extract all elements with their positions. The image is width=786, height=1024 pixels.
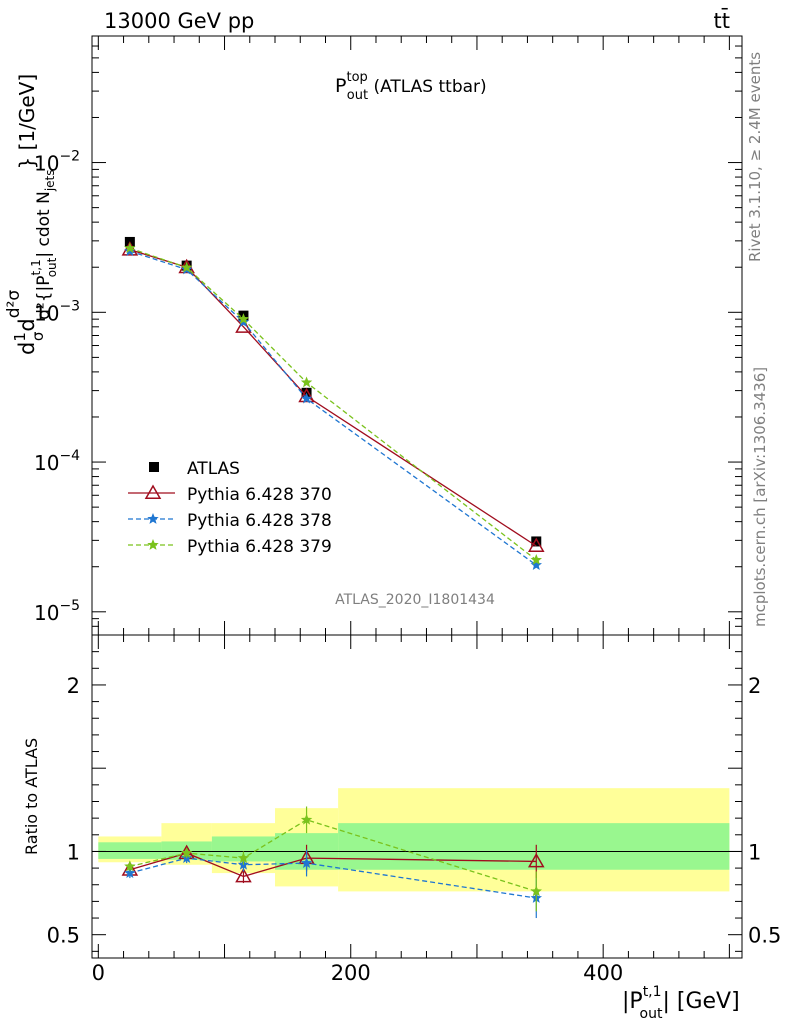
legend-marker [147,539,159,550]
ylabel-frac-bot: σ [29,331,47,341]
ratio-y-axis-label: Ratio to ATLAS [22,738,41,855]
legend-label: Pythia 6.428 378 [187,511,332,531]
ratio-labels: 0.5 0.5 1 1 2 2 0 200 400 Ratio to ATLAS |Pt,1 out|… [22,674,781,1022]
data-point [180,261,193,273]
chart-title: Ptop out (ATLAS ttbar) [335,70,487,103]
ratio-data-point [235,867,252,883]
y-tick-label-exponent: −4 [59,448,80,464]
xlabel-sub: out [640,1006,663,1022]
ratio-data-point [180,847,193,858]
y-tick-label-exponent: −3 [59,298,80,314]
ratio-y-tick-label: 1 [67,840,80,864]
y-axis-label-text: d1σdd²σ d²{|Pt,1 out| cdot Njets} [1/GeV] [4,74,59,355]
title-rest: (ATLAS ttbar) [368,77,487,97]
data-point [530,559,542,570]
x-tick-label: 200 [331,961,371,985]
ratio-y-tick-label: 0.5 [47,924,80,948]
legend-marker [144,484,162,499]
main-series [121,236,545,570]
legend-marker [147,513,159,524]
x-tick-label: 400 [583,961,623,985]
ratio-data-point [300,857,313,868]
header-left: 13000 GeV pp [104,9,254,33]
legend-label: Pythia 6.428 379 [187,537,332,557]
ylabel-den-sup: t,1 [29,259,43,275]
data-point [237,313,250,325]
y-tick-label: 10−4 [34,448,80,475]
ratio-data-point [527,852,545,868]
ratio-data-point [300,813,313,825]
y-axis-label: d1σdd²σ d²{|Pt,1 out| cdot Njets} [1/GeV] [4,74,59,355]
mcplots-label: mcplots.cern.ch [arXiv:1306.3436] [751,367,769,627]
title-sub: out [347,88,368,103]
data-point [300,392,313,404]
rivet-label: Rivet 3.1.10, ≥ 2.4M events [746,52,764,262]
ylabel-den: d²{|P [34,275,54,319]
ylabel-units: } [1/GeV] [15,74,39,170]
analysis-tag: ATLAS_2020_I1801434 [335,592,495,608]
ratio-y-tick-label-right: 0.5 [748,924,781,948]
ylabel-d: d [15,318,39,331]
uncertainty-band-inner [338,823,730,870]
y-tick-label-exponent: −5 [59,598,80,614]
data-point [531,536,542,547]
y-tick-label-exponent: −2 [59,149,80,165]
data-point [527,537,545,553]
ratio-y-tick-label-right: 1 [748,840,761,864]
ratio-y-tick-label-right: 2 [748,674,761,698]
ratio-data-point [124,860,136,872]
ratio-frame-border [91,634,743,959]
data-point [124,242,136,254]
data-point [300,376,313,388]
main-labels: 10−5 10−4 10−3 10−2 Ptop out (ATLAS ttbar) ATL… [4,70,495,625]
data-point [530,553,542,565]
ratio-data-point [124,867,136,878]
ratio-frame [91,634,743,959]
ratio-y-tick-label: 2 [67,674,80,698]
ylabel-den-rest: | cdot N [34,191,54,257]
ratio-series [121,806,545,919]
xlabel-main: |P [622,989,643,1014]
xlabel-sup: t,1 [643,984,662,1000]
xlabel-rest: | [GeV] [662,989,739,1014]
legend-marker [149,462,159,472]
title-main: P [335,75,346,97]
data-point [298,387,315,403]
ratio-data-point [530,885,542,897]
ratio-uncertainty-bands [98,788,730,892]
x-axis-label: |Pt,1 out| [GeV] [622,984,740,1022]
y-tick-label: 10−5 [34,598,80,625]
legend-label: Pythia 6.428 370 [187,485,332,505]
ylabel-num-top: d²σ [4,290,24,319]
y-tick-label: 10−2 [34,149,80,176]
x-tick-label: 0 [92,961,105,985]
legend-label: ATLAS [187,459,240,479]
ylabel-frac-top: 1 [11,332,29,342]
ylabel-den-sub2: jets [43,169,57,192]
ylabel-den-sub: out [45,257,59,277]
header-right: tt̄ [714,8,730,33]
y-tick-label: 10−3 [34,298,80,325]
ylabel-prefix: d [15,342,39,355]
data-point [235,318,252,333]
title-sup: top [346,70,367,85]
uncertainty-band-inner [98,842,162,859]
ratio-data-point [237,852,250,863]
